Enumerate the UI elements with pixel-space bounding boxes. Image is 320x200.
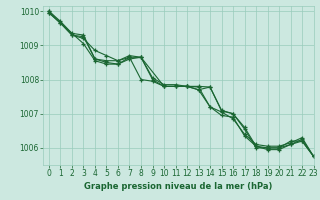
X-axis label: Graphe pression niveau de la mer (hPa): Graphe pression niveau de la mer (hPa) (84, 182, 273, 191)
